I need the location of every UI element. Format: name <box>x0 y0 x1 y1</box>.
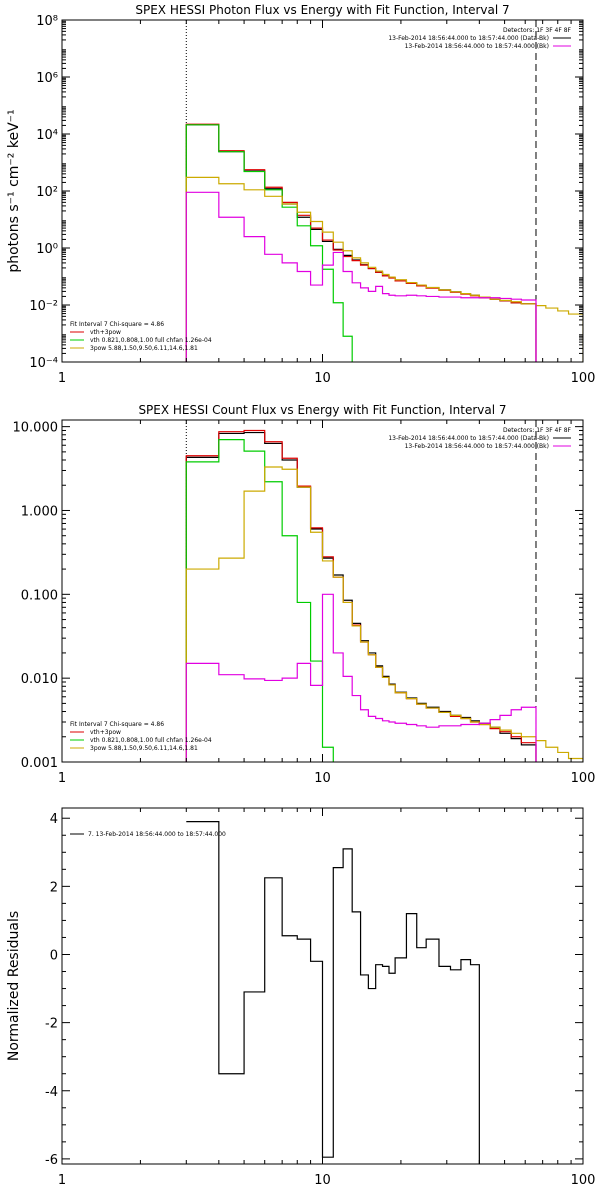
y-tick-label: 10² <box>36 185 58 200</box>
fit-legend-label: vth 0.821,0.808,1.00 full chfan 1.26e-04 <box>90 337 212 344</box>
y-tick-label: -2 <box>45 1017 58 1032</box>
fit-legend-label: vth 0.821,0.808,1.00 full chfan 1.26e-04 <box>90 737 212 744</box>
legend-item-label: 13-Feb-2014 18:56:44.000 to 18:57:44.000… <box>388 435 549 442</box>
y-tick-label: 10⁰ <box>36 242 58 257</box>
series-vth-3pow <box>185 429 537 762</box>
y-axis-label: photons s⁻¹ cm⁻² keV⁻¹ <box>6 109 22 272</box>
y-tick-label: 2 <box>50 880 58 895</box>
legend-header: Detectors: 1F 3F 4F 8F <box>503 27 572 34</box>
series-data-bk <box>185 431 537 762</box>
y-tick-label: 10.000 <box>13 421 59 436</box>
legend-item-label: 13-Feb-2014 18:56:44.000 to 18:57:44.000… <box>405 43 549 50</box>
y-tick-label: -6 <box>45 1153 58 1168</box>
series-residuals <box>186 821 480 1164</box>
chart-title: SPEX HESSI Photon Flux vs Energy with Fi… <box>135 3 509 17</box>
x-tick-label: 1 <box>58 1173 66 1188</box>
x-tick-label: 100 <box>571 371 596 386</box>
y-tick-label: 0.100 <box>21 588 58 603</box>
series-vth <box>185 124 353 362</box>
y-axis-label: Normalized Residuals <box>6 911 22 1061</box>
x-tick-label: 10 <box>314 771 331 786</box>
series-3pow <box>185 176 583 362</box>
legend-header: Detectors: 1F 3F 4F 8F <box>503 427 572 434</box>
fit-legend-label: 3pow 5.88,1.50,9.50,6.11,14.6,1.81 <box>90 745 198 752</box>
fit-legend-header: Fit Interval 7 Chi-square = 4.86 <box>70 721 164 728</box>
x-tick-label: 1 <box>58 371 66 386</box>
fit-legend-label: 3pow 5.88,1.50,9.50,6.11,14.6,1.81 <box>90 345 198 352</box>
series-data-bk <box>185 124 537 362</box>
y-tick-label: 10⁻⁴ <box>29 356 58 371</box>
x-tick-label: 1 <box>58 771 66 786</box>
series-group <box>186 821 480 1164</box>
y-tick-label: 10⁴ <box>36 128 58 143</box>
series-group <box>185 429 583 762</box>
series-bk <box>185 191 537 362</box>
y-tick-label: 10⁶ <box>36 71 58 86</box>
legend-item-label: 13-Feb-2014 18:56:44.000 to 18:57:44.000… <box>388 35 549 42</box>
legend-item-label: 13-Feb-2014 18:56:44.000 to 18:57:44.000… <box>405 443 549 450</box>
y-tick-label: 0.010 <box>21 672 58 687</box>
y-tick-label: 10⁻² <box>29 299 58 314</box>
panel-1: SPEX HESSI Photon Flux vs Energy with Fi… <box>6 3 595 386</box>
fit-legend-label: vth+3pow <box>90 729 121 736</box>
series-group <box>185 123 583 362</box>
series-3pow <box>185 466 583 762</box>
x-tick-label: 10 <box>314 1173 331 1188</box>
x-tick-label: 100 <box>571 1173 596 1188</box>
y-tick-label: 0.001 <box>21 756 58 771</box>
y-tick-label: -4 <box>45 1085 58 1100</box>
y-tick-label: 10⁸ <box>36 14 58 29</box>
series-bk <box>185 593 537 762</box>
plot-frame <box>61 19 584 363</box>
x-tick-label: 10 <box>314 371 331 386</box>
residual-legend-label: 7. 13-Feb-2014 18:56:44.000 to 18:57:44.… <box>88 831 226 838</box>
y-tick-label: 4 <box>50 812 58 827</box>
chart-title: SPEX HESSI Count Flux vs Energy with Fit… <box>138 403 506 417</box>
series-vth-3pow <box>185 123 537 362</box>
x-tick-label: 100 <box>571 771 596 786</box>
panel-2: SPEX HESSI Count Flux vs Energy with Fit… <box>13 403 596 786</box>
fit-legend-label: vth+3pow <box>90 329 121 336</box>
y-tick-label: 1.000 <box>21 504 58 519</box>
fit-legend-header: Fit Interval 7 Chi-square = 4.86 <box>70 321 164 328</box>
panel-3: 1 10 100 -6 -4 -2 0 2 4 Normalized Residuals 7. 13… <box>6 807 596 1188</box>
y-tick-label: 0 <box>50 948 58 963</box>
series-vth <box>185 439 362 762</box>
